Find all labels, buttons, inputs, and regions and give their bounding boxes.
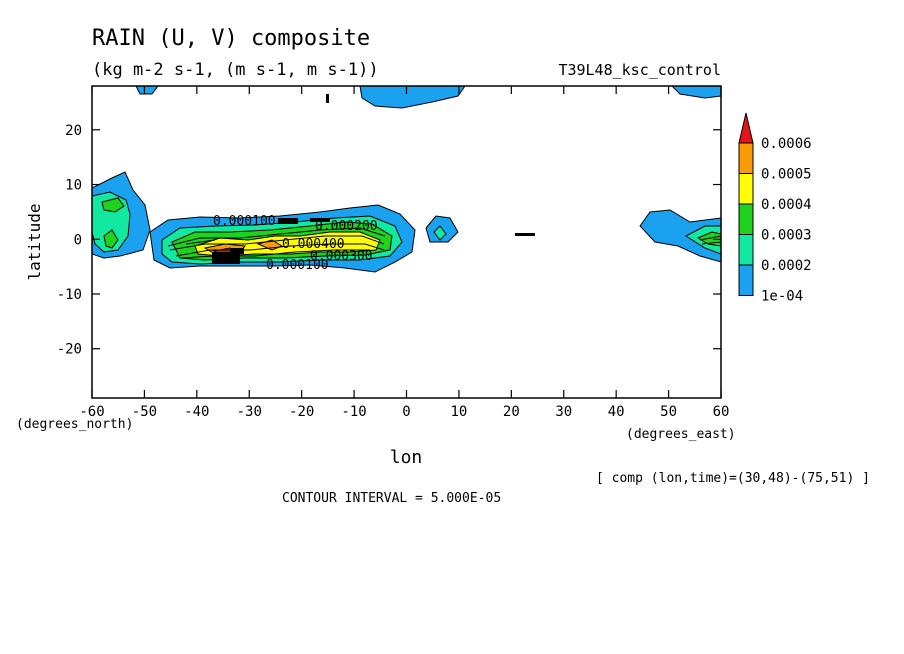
contour-small-cell-teal xyxy=(433,225,447,241)
colorbar-label: 1e-04 xyxy=(761,289,803,305)
y-units-label: (degrees_north) xyxy=(16,417,133,432)
x-tick-label: -10 xyxy=(341,404,366,420)
x-tick-label: 50 xyxy=(660,404,677,420)
contour-label: 0.000100 xyxy=(266,258,329,273)
colorbar-label: 0.0003 xyxy=(761,228,812,244)
y-tick-label: 20 xyxy=(65,123,82,139)
x-tick-label: -20 xyxy=(289,404,314,420)
chart-title: RAIN (U, V) composite xyxy=(92,26,370,51)
y-tick-label: 10 xyxy=(65,178,82,194)
contour-north-west-blue xyxy=(135,86,159,95)
colorbar-swatch xyxy=(738,264,754,296)
footnote: [ comp (lon,time)=(30,48)-(75,51) ] xyxy=(596,471,870,486)
colorbar-label: 0.0002 xyxy=(761,258,812,274)
y-tick-label: -20 xyxy=(57,342,82,358)
contour-label: 0.000300 xyxy=(310,249,373,264)
x-tick-label: -30 xyxy=(237,404,262,420)
x-axis: -60 -50 -40 -30 -20 -10 0 10 20 30 40 50 60 xyxy=(79,86,729,420)
y-axis: 20 10 0 -10 -20 xyxy=(57,123,721,358)
contour-west-green-2 xyxy=(103,229,119,249)
colorbar-swatch xyxy=(738,234,754,266)
y-tick-label: 0 xyxy=(74,232,82,248)
colorbar-arrow xyxy=(738,112,754,144)
x-tick-label: -40 xyxy=(184,404,209,420)
contour-east-blue xyxy=(639,209,721,263)
contour-interval: CONTOUR INTERVAL = 5.000E-05 xyxy=(282,491,501,506)
colorbar-swatch xyxy=(738,142,754,174)
contour-label-group: 0.000100 0.000400 0.000200 0.000300 0.00… xyxy=(213,214,378,273)
vector-marks xyxy=(212,94,535,264)
colorbar-label: 0.0005 xyxy=(761,167,812,183)
x-tick-label: 60 xyxy=(713,404,730,420)
y-tick-label: -10 xyxy=(57,287,82,303)
x-tick-label: 30 xyxy=(555,404,572,420)
contour-lines xyxy=(167,227,721,259)
x-units-label: (degrees_east) xyxy=(626,427,736,442)
y-axis-title: latitude xyxy=(25,203,44,280)
contour-label: 0.000200 xyxy=(315,219,378,234)
dataset-label: T39L48_ksc_control xyxy=(558,61,721,79)
colorbar-label: 0.0006 xyxy=(761,136,812,152)
contour-north-east-blue xyxy=(671,86,721,99)
colorbar: 0.0006 0.0005 0.0004 0.0003 0.0002 1e-04 xyxy=(738,112,812,305)
contour-west-green xyxy=(101,197,125,213)
contour-north-blue xyxy=(359,86,466,109)
colorbar-swatch xyxy=(738,203,754,235)
colorbar-label: 0.0004 xyxy=(761,197,812,213)
x-tick-label: 0 xyxy=(402,404,410,420)
x-tick-label: 40 xyxy=(608,404,625,420)
x-tick-label: 20 xyxy=(503,404,520,420)
chart-subtitle: (kg m-2 s-1, (m s-1, m s-1)) xyxy=(92,60,379,80)
x-tick-label: -60 xyxy=(79,404,104,420)
x-tick-label: -50 xyxy=(132,404,157,420)
x-axis-title: lon xyxy=(390,447,423,468)
contour-label: 0.000400 xyxy=(282,237,345,252)
x-tick-label: 10 xyxy=(450,404,467,420)
colorbar-swatch xyxy=(738,173,754,205)
contour-label: 0.000100 xyxy=(213,214,276,229)
